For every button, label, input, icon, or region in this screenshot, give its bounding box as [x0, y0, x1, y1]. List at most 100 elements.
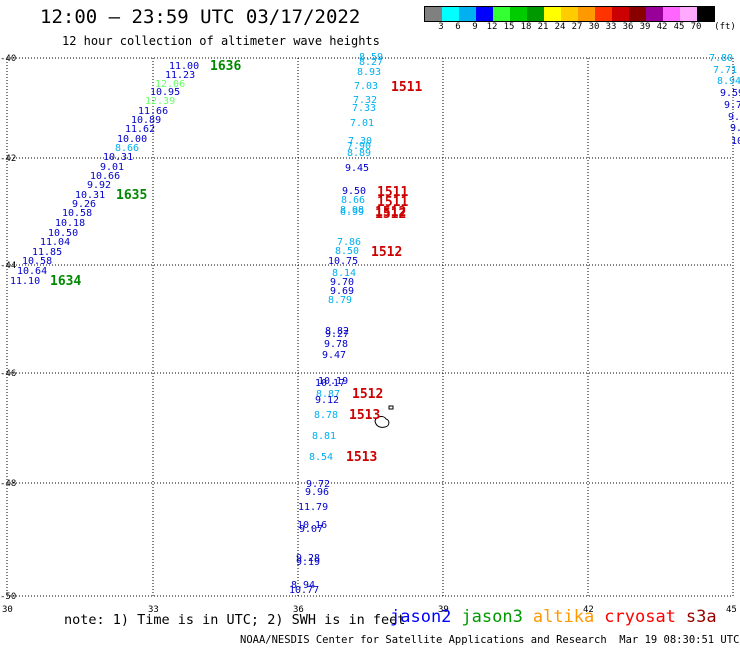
- lat-tick-label: -44: [0, 261, 16, 271]
- colorbar-swatch: [442, 7, 459, 21]
- swh-value: 8.94: [291, 580, 315, 591]
- colorbar-swatch: [561, 7, 578, 21]
- swh-value: 8.98: [340, 205, 364, 216]
- colorbar-swatch: [476, 7, 493, 21]
- swh-value: 10.58: [22, 256, 52, 267]
- swh-value: 11.04: [40, 237, 70, 248]
- swh-value: 9.47: [322, 350, 346, 361]
- swh-value: 11.79: [298, 502, 328, 513]
- satellite-legend: jason2 jason3 altika cryosat s3a: [390, 607, 727, 627]
- swh-value: 7.80: [709, 53, 733, 64]
- swh-value: 10.66: [90, 171, 120, 182]
- swh-value: 9.07: [299, 524, 323, 535]
- colorbar-label: 18: [520, 22, 532, 32]
- lon-tick-label: 30: [2, 605, 13, 615]
- pass-number: 1513: [346, 450, 377, 465]
- swh-value: 9.: [730, 123, 740, 134]
- colorbar-label: 27: [571, 22, 583, 32]
- swh-value: 10.18: [55, 218, 85, 229]
- colorbar-swatch: [646, 7, 663, 21]
- swh-value: 12.06: [155, 79, 185, 90]
- swh-value: 7.01: [350, 118, 374, 129]
- swh-value: 9.28: [296, 553, 320, 564]
- colorbar-swatch: [595, 7, 612, 21]
- swh-value: 10.19: [318, 376, 348, 387]
- legend-s3a: s3a: [685, 607, 717, 627]
- swh-value: 10.00: [117, 134, 147, 145]
- pass-labels: 1636163516341511151115111512151215121512…: [50, 59, 422, 465]
- swh-value: 8.89: [347, 148, 371, 159]
- colorbar-label: 33: [605, 22, 617, 32]
- island-outline: [374, 405, 394, 428]
- colorbar-label: 45: [673, 22, 685, 32]
- swh-value: 10.31: [103, 152, 133, 163]
- lon-tick-label: 39: [438, 605, 449, 615]
- colorbar-swatch: [544, 7, 561, 21]
- swh-value: 10.77: [289, 585, 319, 596]
- swh-value: 8.87: [316, 389, 340, 400]
- swh-value: 9.72: [306, 479, 330, 490]
- swh-value: 10.89: [131, 115, 161, 126]
- colorbar-swatch: [425, 7, 442, 21]
- lon-tick-label: 45: [726, 605, 737, 615]
- axis-labels: 30 33 36 39 42 45 -40 -42 -44 -46 -48 -50: [0, 54, 737, 615]
- swh-value: 9.59: [720, 88, 740, 99]
- swh-value: 9.27: [325, 329, 349, 340]
- swh-value: 10.58: [62, 208, 92, 219]
- lat-tick-label: -48: [0, 479, 16, 489]
- swh-value: 7.90: [347, 141, 371, 152]
- lon-tick-label: 36: [293, 605, 304, 615]
- note-text: note: 1) Time is in UTC; 2) SWH is in fe…: [64, 612, 406, 628]
- pass-number: 1635: [116, 188, 147, 203]
- pass-number: 1513: [349, 408, 380, 423]
- swh-value: 11.23: [165, 70, 195, 81]
- colorbar-swatch: [680, 7, 697, 21]
- colorbar-swatch: [527, 7, 544, 21]
- swh-value: 10: [731, 136, 740, 147]
- swh-value: 9.26: [72, 199, 96, 210]
- swh-value: 11.85: [32, 247, 62, 258]
- colorbar-swatch: [697, 7, 714, 21]
- swh-value: 7.71: [713, 65, 737, 76]
- colorbar-label: 3: [438, 22, 444, 32]
- swh-value: 8.50: [335, 246, 359, 257]
- swh-value: 7.32: [353, 95, 377, 106]
- swh-value: 9.70: [330, 277, 354, 288]
- swh-value: 8.66: [115, 143, 139, 154]
- swh-value: 9.92: [87, 180, 111, 191]
- map-grid: [6, 57, 734, 597]
- swh-value: 8.81: [312, 431, 336, 442]
- colorbar-label: 39: [639, 22, 651, 32]
- legend-cryosat: cryosat: [604, 607, 676, 627]
- lon-tick-label: 42: [583, 605, 594, 615]
- legend-jason3: jason3: [461, 607, 523, 627]
- swh-value: 8.14: [332, 268, 356, 279]
- swh-value: 10.50: [48, 228, 78, 239]
- swh-value: 10.64: [17, 266, 47, 277]
- swh-value: 11.10: [10, 276, 40, 287]
- colorbar-swatch: [629, 7, 646, 21]
- swh-value: 9.7: [724, 100, 740, 111]
- swh-value: 9.19: [296, 557, 320, 568]
- swh-value: 8.94: [717, 76, 740, 87]
- colorbar-label: 12: [486, 22, 498, 32]
- colorbar-swatch: [663, 7, 680, 21]
- swh-value: 9.12: [315, 395, 339, 406]
- swh-value: 10.75: [328, 256, 358, 267]
- swh-value: 8.59: [359, 52, 383, 63]
- swh-value: 10.16: [297, 520, 327, 531]
- swh-value: 7.33: [352, 103, 376, 114]
- swh-value: 9.69: [330, 286, 354, 297]
- lat-tick-label: -40: [0, 54, 16, 64]
- swh-value: 7.30: [348, 136, 372, 147]
- pass-number: 1512: [371, 245, 402, 260]
- pass-number: 1511: [377, 195, 408, 210]
- legend-altika: altika: [532, 607, 595, 627]
- colorbar-label: 42: [656, 22, 668, 32]
- pass-number: 1512: [352, 387, 383, 402]
- page-title: 12:00 — 23:59 UTC 03/17/2022: [40, 6, 361, 28]
- colorbar-label: 9: [472, 22, 478, 32]
- pass-number: 1511: [377, 185, 408, 200]
- colorbar-unit: (ft): [714, 22, 736, 32]
